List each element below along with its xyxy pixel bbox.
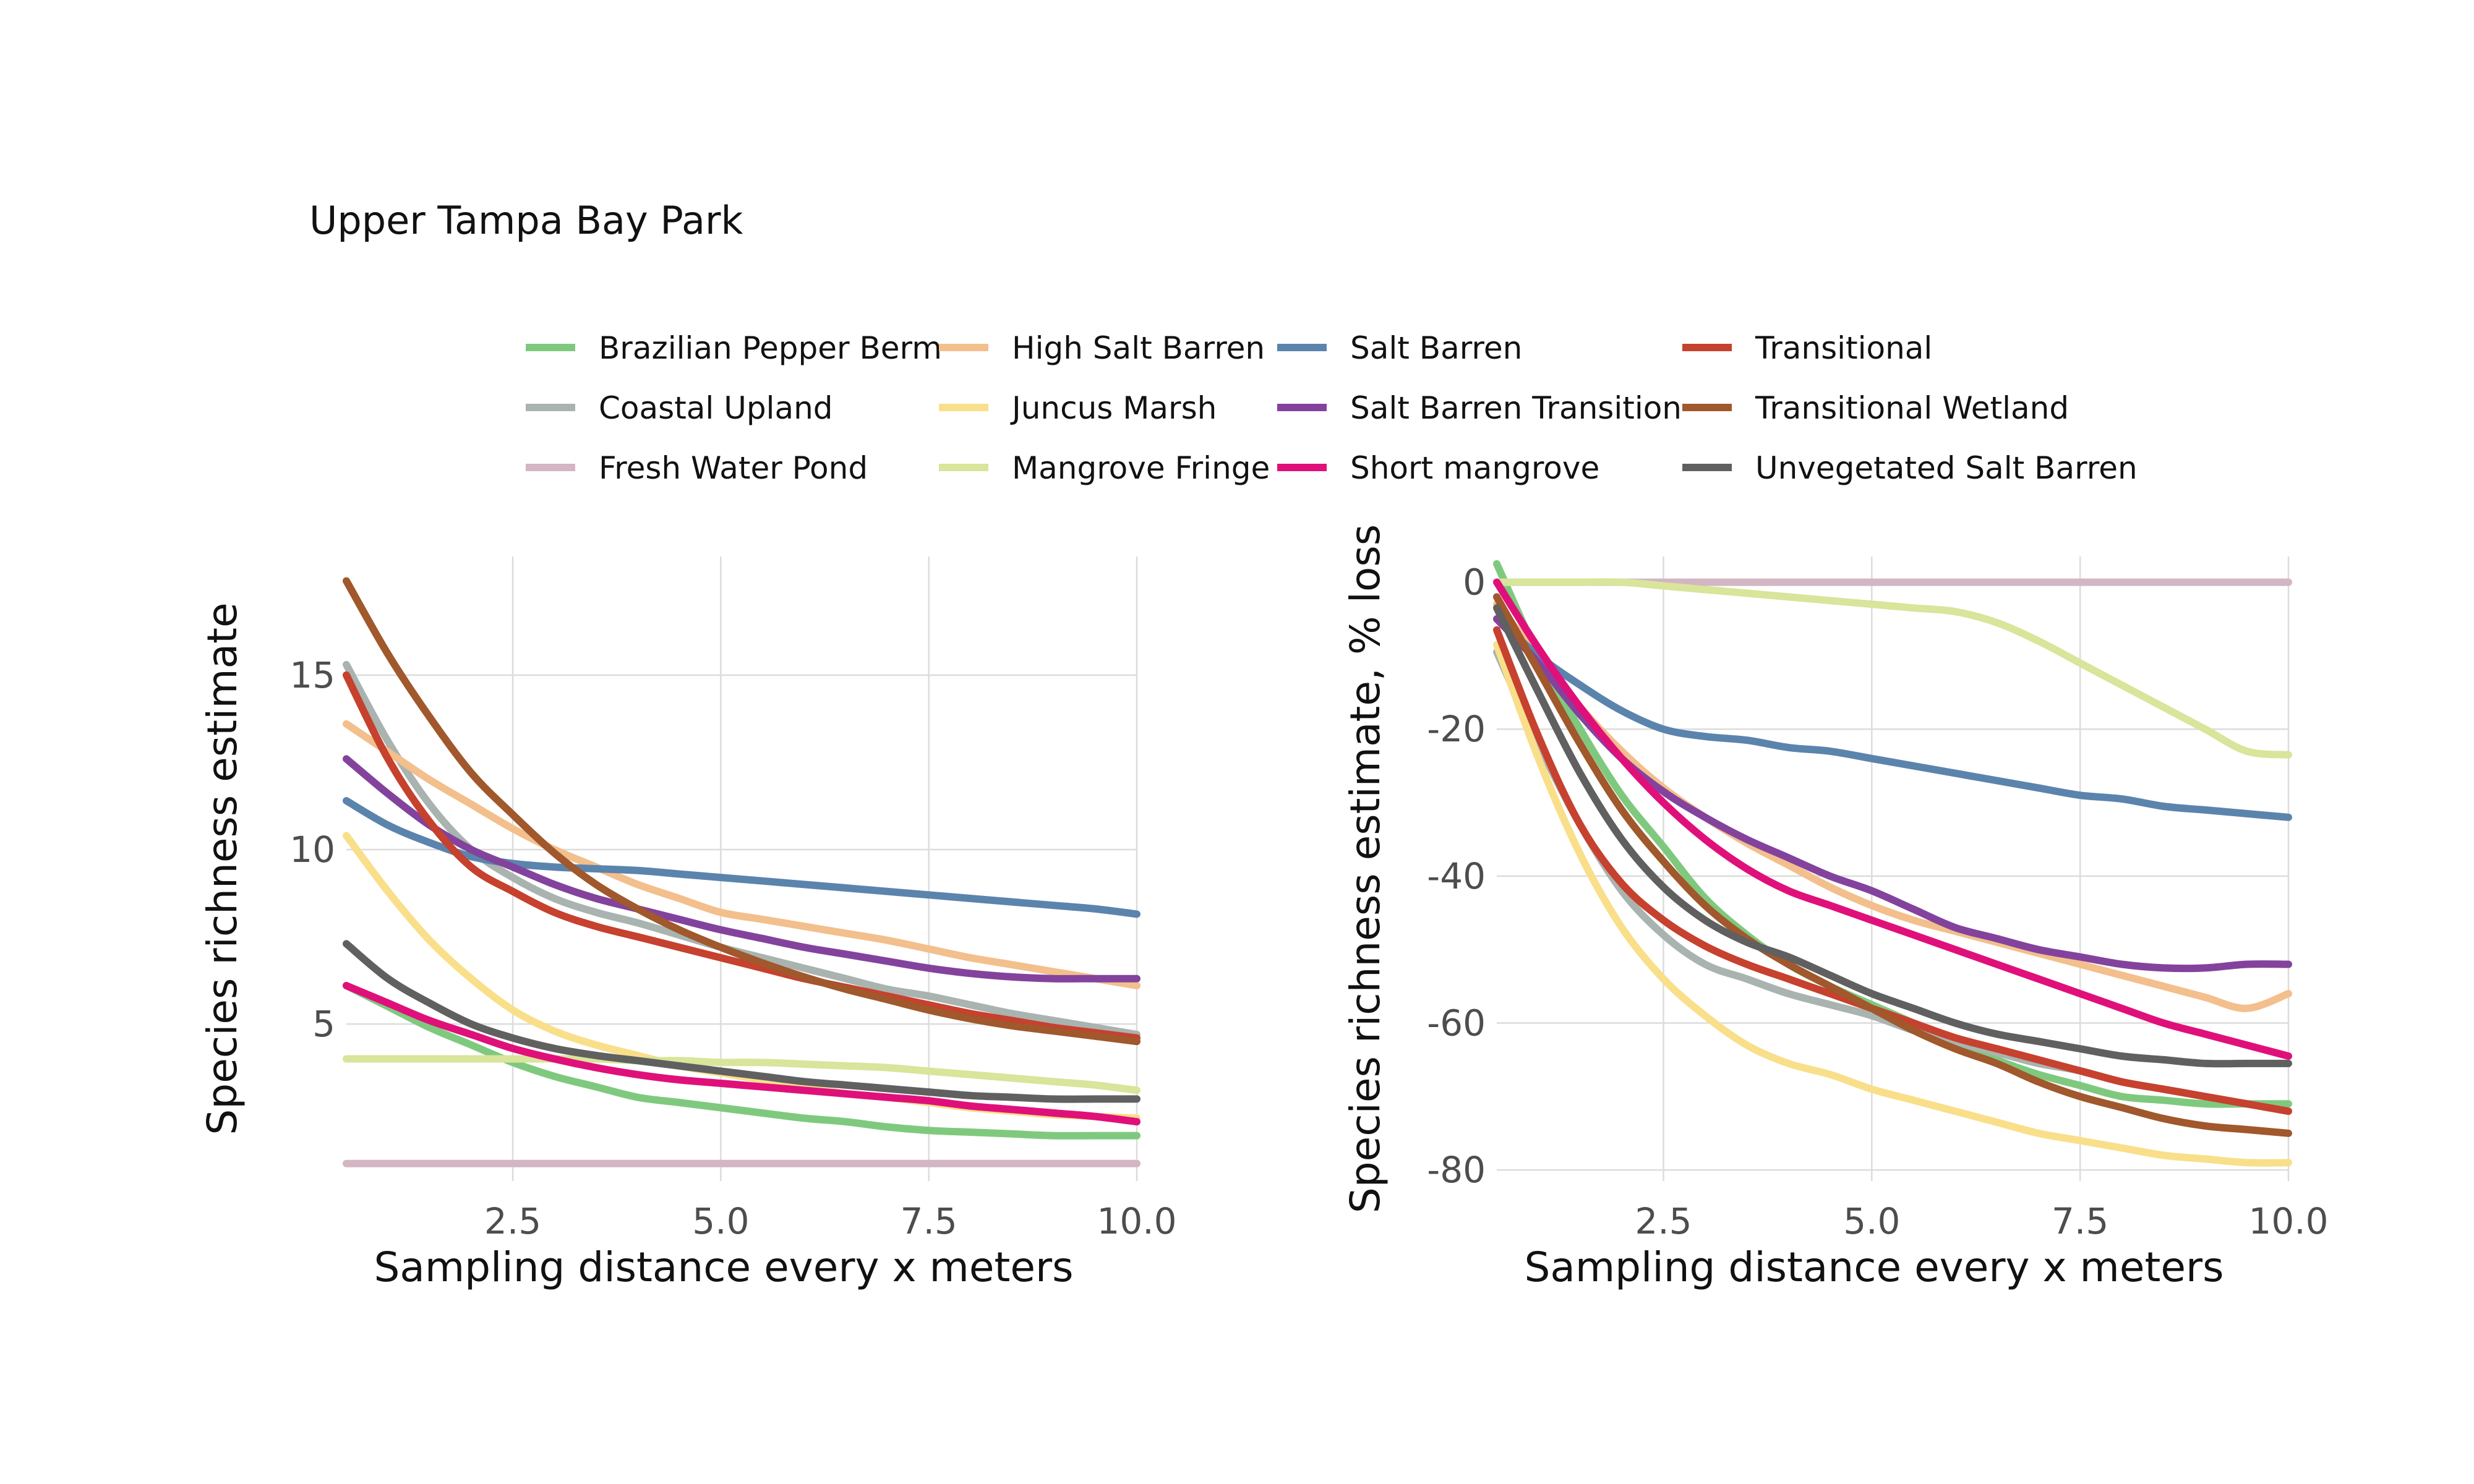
y-axis-label: Species richness estimate, % loss <box>1342 524 1389 1213</box>
legend-label: Fresh Water Pond <box>599 450 868 486</box>
series-line-unvegetated-salt-barren <box>1493 604 2292 1068</box>
series-line-transitional-wetland <box>1493 593 2292 1137</box>
legend-label: Mangrove Fringe <box>1012 450 1270 486</box>
series-line-transitional <box>343 671 1141 1042</box>
y-tick-label: 0 <box>1463 561 1486 603</box>
legend-item-brazilian-pepper-berm: Brazilian Pepper Berm <box>526 330 942 366</box>
series-line-transitional-wetland <box>343 577 1141 1046</box>
legend-item-mangrove-fringe: Mangrove Fringe <box>939 450 1270 486</box>
series-line-salt-barren <box>1493 615 2292 821</box>
y-tick-label: -20 <box>1427 708 1486 750</box>
legend-label: Transitional <box>1755 330 1932 366</box>
legend-label: Brazilian Pepper Berm <box>599 330 942 366</box>
legend-label: Juncus Marsh <box>1010 390 1217 426</box>
x-tick-label: 10.0 <box>2248 1200 2328 1242</box>
legend-item-fresh-water-pond: Fresh Water Pond <box>526 450 868 486</box>
x-tick-label: 10.0 <box>1097 1200 1176 1242</box>
x-tick-label: 7.5 <box>2052 1200 2108 1242</box>
series-line-short-mangrove <box>343 982 1141 1126</box>
y-tick-label: -40 <box>1427 855 1486 897</box>
legend-label: Unvegetated Salt Barren <box>1755 450 2138 486</box>
legend-item-salt-barren: Salt Barren <box>1277 330 1522 366</box>
y-tick-label: 10 <box>289 829 335 871</box>
series-line-salt-barren <box>343 797 1141 918</box>
series-line-high-salt-barren <box>343 720 1141 989</box>
legend-item-high-salt-barren: High Salt Barren <box>939 330 1265 366</box>
legend-item-transitional: Transitional <box>1682 330 1932 366</box>
x-axis-label: Sampling distance every x meters <box>374 1243 1074 1291</box>
series-line-mangrove-fringe <box>343 1055 1141 1094</box>
series-line-juncus-marsh <box>1493 641 2292 1167</box>
x-tick-label: 2.5 <box>1635 1200 1692 1242</box>
legend-label: Transitional Wetland <box>1755 390 2069 426</box>
legend: Brazilian Pepper Berm Coastal Upland Fresh… <box>526 330 2138 486</box>
legend-label: High Salt Barren <box>1012 330 1265 366</box>
legend-item-short-mangrove: Short mangrove <box>1277 450 1599 486</box>
legend-item-transitional-wetland: Transitional Wetland <box>1682 390 2069 426</box>
legend-item-juncus-marsh: Juncus Marsh <box>939 390 1217 426</box>
x-tick-label: 2.5 <box>484 1200 541 1242</box>
y-tick-label: -60 <box>1427 1002 1486 1044</box>
x-axis-label: Sampling distance every x meters <box>1525 1243 2224 1291</box>
left-panel: 2.5 5.0 7.5 10.0 5 10 15 Sampling distance ever… <box>199 556 1177 1291</box>
x-tick-label: 5.0 <box>1843 1200 1900 1242</box>
x-tick-label: 5.0 <box>692 1200 749 1242</box>
legend-item-unvegetated-salt-barren: Unvegetated Salt Barren <box>1682 450 2138 486</box>
series-line-salt-barren-transition <box>343 755 1141 983</box>
series-line-unvegetated-salt-barren <box>343 940 1141 1103</box>
x-tick-label: 7.5 <box>901 1200 957 1242</box>
legend-label: Salt Barren Transition <box>1350 390 1682 426</box>
series-line-high-salt-barren <box>1493 600 2292 1012</box>
series-line-brazilian-pepper-berm <box>343 982 1141 1140</box>
y-tick-label: 5 <box>312 1003 335 1045</box>
series-line-transitional <box>1493 626 2292 1115</box>
legend-label: Coastal Upland <box>599 390 833 426</box>
legend-label: Short mangrove <box>1350 450 1599 486</box>
figure-title: Upper Tampa Bay Park <box>309 198 743 243</box>
legend-item-salt-barren-transition: Salt Barren Transition <box>1277 390 1682 426</box>
y-tick-label: -80 <box>1427 1149 1486 1191</box>
series-line-mangrove-fringe <box>1493 578 2292 759</box>
y-axis-label: Species richness estimate <box>199 602 246 1135</box>
series-line-short-mangrove <box>1493 578 2292 1060</box>
right-panel: 2.5 5.0 7.5 10.0 0 -20 -40 -60 -80 Sampling dista… <box>1342 524 2329 1291</box>
y-tick-label: 15 <box>289 654 335 696</box>
legend-item-coastal-upland: Coastal Upland <box>526 390 833 426</box>
legend-label: Salt Barren <box>1350 330 1522 366</box>
